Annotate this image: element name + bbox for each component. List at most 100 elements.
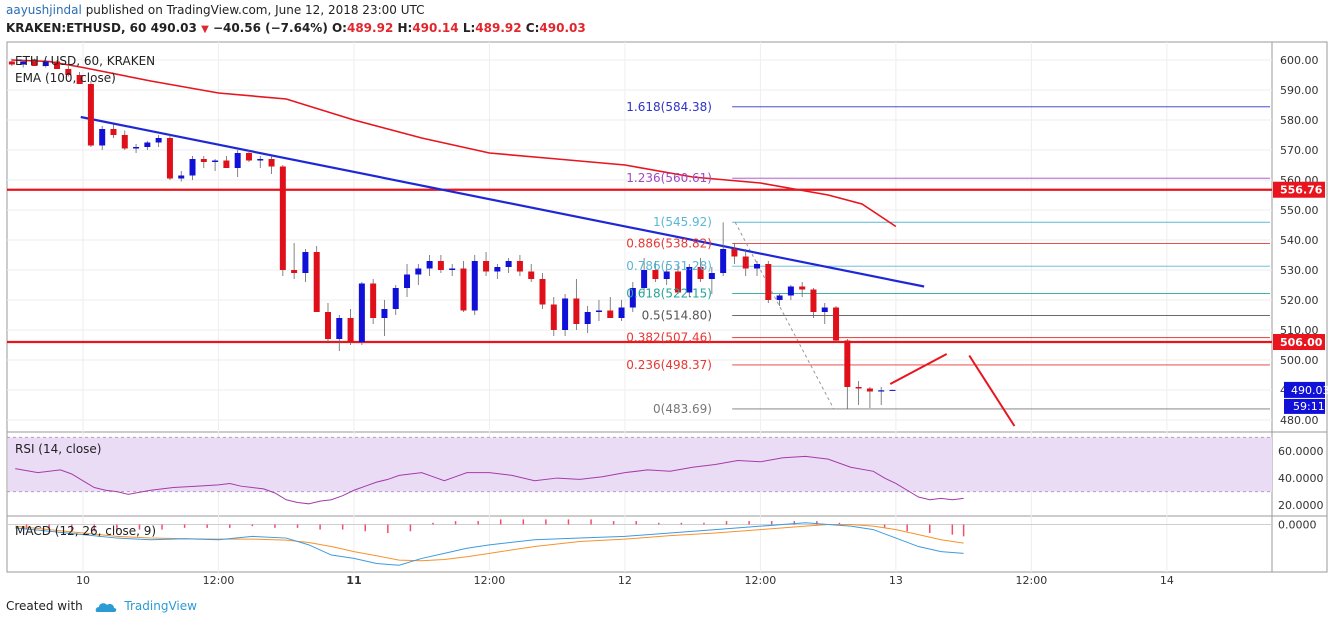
open-label: O: <box>331 21 347 35</box>
candle-body <box>471 261 478 311</box>
time-tick-label: 10 <box>76 574 90 587</box>
candle-body <box>324 312 331 339</box>
price-tick-label: 500.00 <box>1280 354 1319 367</box>
candle-body <box>776 295 783 300</box>
candle-body <box>889 389 896 391</box>
time-tick-label: 14 <box>1160 574 1174 587</box>
author-link[interactable]: aayushjindal <box>6 3 82 17</box>
price-tick-label: 580.00 <box>1280 114 1319 127</box>
rsi-line <box>15 455 964 505</box>
candle-body <box>878 390 885 392</box>
rsi-pane-title: RSI (14, close) <box>15 442 101 456</box>
candle-body <box>866 388 873 392</box>
price-tick-label: 520.00 <box>1280 294 1319 307</box>
candle-body <box>42 61 49 66</box>
candle-body <box>76 75 83 84</box>
rsi-tick-label: 40.0000 <box>1278 472 1324 485</box>
time-tick-label: 12:00 <box>745 574 777 587</box>
candle-body <box>799 286 806 290</box>
candle-body <box>663 271 670 279</box>
price-tick-label: 540.00 <box>1280 234 1319 247</box>
candle-body <box>99 129 106 146</box>
time-tick-label: 13 <box>889 574 903 587</box>
candle-body <box>810 289 817 312</box>
candle-body <box>765 264 772 300</box>
candle-body <box>8 61 15 65</box>
candle-body <box>144 142 151 147</box>
candle-body <box>483 261 490 272</box>
ohlc-bar: KRAKEN:ETHUSD, 60 490.03 ▼ −40.56 (−7.64… <box>6 21 586 35</box>
candle-body <box>279 166 286 270</box>
fib-level-label: 0.618(522.15) <box>626 287 712 301</box>
time-tick-label: 11 <box>346 574 361 587</box>
countdown-tag <box>1284 398 1325 414</box>
last-price-tag-text: 490.03 <box>1291 384 1330 397</box>
open-value: 489.92 <box>346 21 394 35</box>
candle-body <box>245 153 252 161</box>
fib-level-label: 0.786(531.28) <box>626 259 712 273</box>
candle-body <box>268 159 275 167</box>
trendline <box>80 115 925 288</box>
time-tick-label: 12:00 <box>1016 574 1048 587</box>
candle-body <box>87 84 94 146</box>
tradingview-link[interactable]: TradingView <box>124 599 197 613</box>
time-tick-label: 12:00 <box>474 574 506 587</box>
candle-body <box>110 129 117 135</box>
level-price-tag-text: 556.76 <box>1280 184 1323 197</box>
fib-level-label: 1.236(560.61) <box>626 171 712 185</box>
candle-body <box>347 318 354 342</box>
price-tick-label: 530.00 <box>1280 264 1319 277</box>
candle-body <box>731 249 738 257</box>
price-tick-label: 600.00 <box>1280 54 1319 67</box>
candle-body <box>821 307 828 312</box>
candle-body <box>178 175 185 179</box>
down-triangle-icon: ▼ <box>201 24 209 35</box>
candle-body <box>494 267 501 272</box>
candle-body <box>855 387 862 389</box>
fib-level-label: 0.382(507.46) <box>626 331 712 345</box>
rsi-tick-label: 60.0000 <box>1278 445 1324 458</box>
candle-body <box>166 138 173 179</box>
candle-body <box>121 135 128 149</box>
high-label: H: <box>397 21 413 35</box>
main-pane-title: ETH / USD, 60, KRAKEN <box>15 54 155 68</box>
candle-body <box>562 298 569 330</box>
candle-body <box>697 267 704 279</box>
candle-body <box>392 288 399 309</box>
candle-body <box>291 270 298 273</box>
price-tick-label: 590.00 <box>1280 84 1319 97</box>
rsi-tick-label: 20.0000 <box>1278 499 1324 512</box>
candle-body <box>516 261 523 272</box>
candle-body <box>652 270 659 279</box>
level-price-tag <box>1273 181 1325 198</box>
fib-level-label: 0.886(538.82) <box>626 237 712 251</box>
level-price-tag-text: 506.00 <box>1280 336 1323 349</box>
candle-body <box>573 298 580 324</box>
candle-body <box>437 261 444 270</box>
candle-body <box>754 264 761 269</box>
candle-body <box>460 268 467 311</box>
candle-body <box>641 270 648 288</box>
fib-level-label: 1.618(584.38) <box>626 100 712 114</box>
fib-level-label: 0(483.69) <box>653 402 712 416</box>
candle-body <box>844 340 851 387</box>
candle-body <box>223 160 230 168</box>
fib-level-label: 1(545.92) <box>653 215 712 229</box>
publish-info: aayushjindal published on TradingView.co… <box>6 3 425 17</box>
macd-tick-label: 0.0000 <box>1278 518 1317 531</box>
projection-segment <box>968 354 1016 427</box>
macd-line <box>15 522 964 566</box>
price-tick-label: 550.00 <box>1280 204 1319 217</box>
fib-anchor-line <box>734 222 835 410</box>
candle-body <box>449 268 456 270</box>
countdown-tag-text: 59:11 <box>1293 400 1325 413</box>
rsi-band <box>8 437 1272 492</box>
candle-body <box>313 252 320 312</box>
candle-body <box>65 69 72 75</box>
candle-body <box>528 271 535 279</box>
candle-body <box>200 159 207 162</box>
candle-body <box>370 283 377 318</box>
candle-body <box>189 159 196 176</box>
price-tick-label: 570.00 <box>1280 144 1319 157</box>
